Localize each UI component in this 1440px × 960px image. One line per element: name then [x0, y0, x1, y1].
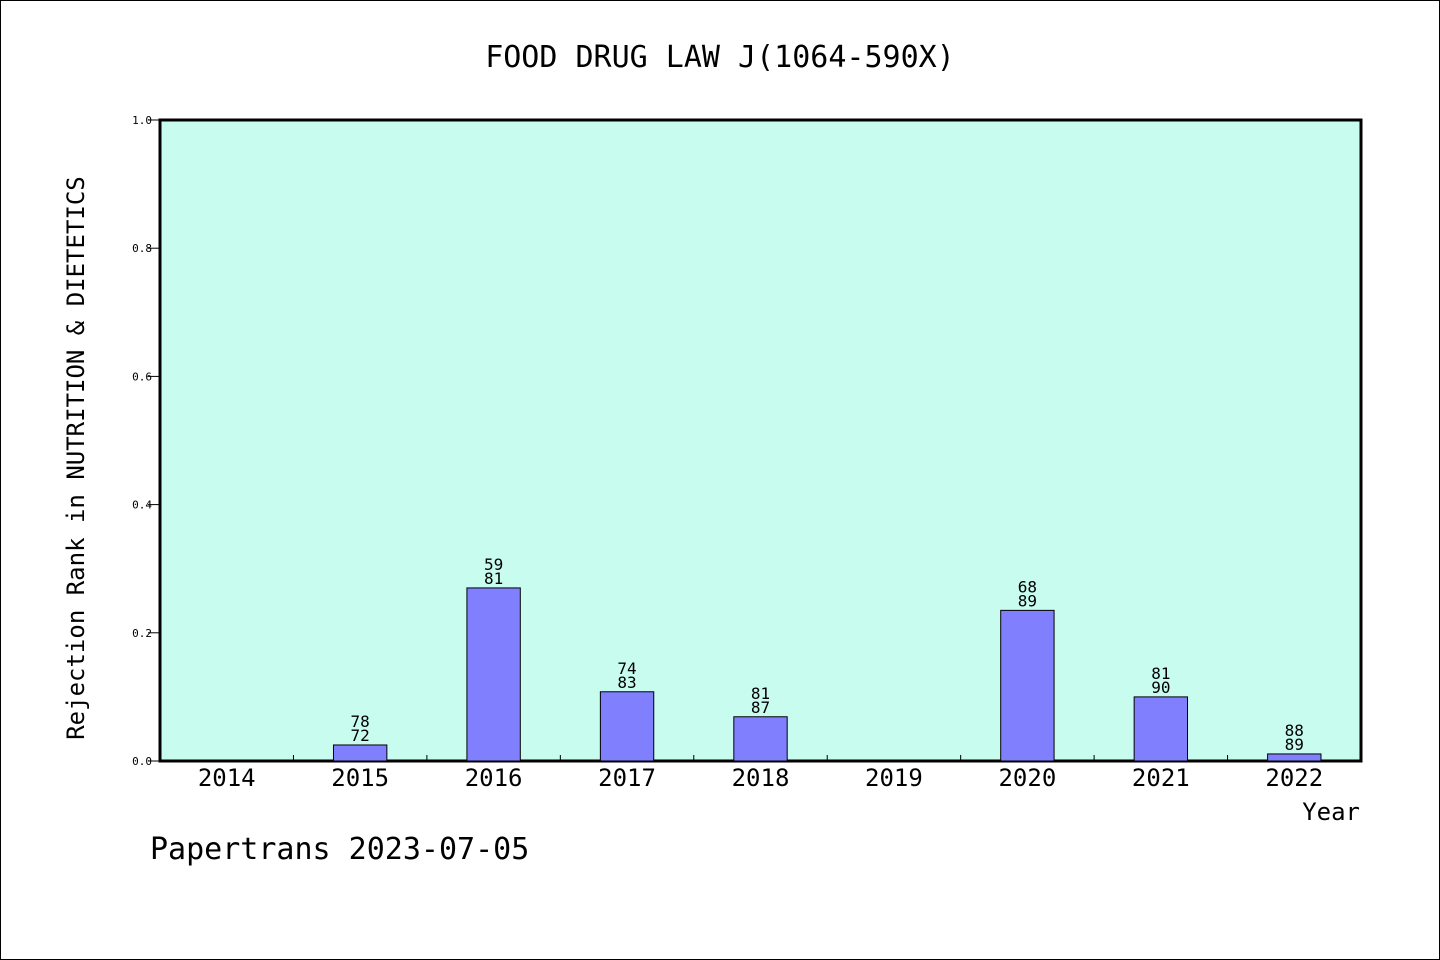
chart-title: FOOD DRUG LAW J(1064-590X): [485, 40, 955, 75]
x-axis-label: Year: [1302, 798, 1360, 826]
y-tick-label: 1.0: [132, 114, 152, 127]
x-tick-label: 2014: [198, 764, 256, 792]
bar-2022: [1267, 753, 1322, 762]
y-axis-label: Rejection Rank in NUTRITION & DIETETICS: [62, 176, 90, 740]
x-tick-label: 2016: [465, 764, 523, 792]
bar-label-lower: 89: [1018, 591, 1037, 610]
bar-label-lower: 89: [1285, 735, 1304, 754]
bar-2018: [733, 716, 788, 762]
y-tick-label: 0.8: [132, 242, 152, 255]
x-tick-label: 2021: [1132, 764, 1190, 792]
bar-label-lower: 83: [617, 673, 636, 692]
footer-credit: Papertrans 2023-07-05: [150, 832, 530, 867]
bar-2015: [332, 744, 388, 762]
bar-label-upper: 74: [617, 659, 636, 678]
y-axis: 0.0 0.2 0.4 0.6 0.8 1.0: [132, 114, 160, 768]
y-tick-label: 0.0: [132, 755, 152, 768]
bar-label-upper: 88: [1285, 721, 1304, 740]
bar-2020: [1000, 609, 1055, 762]
x-tick-label: 2022: [1265, 764, 1323, 792]
bar-label-lower: 87: [751, 698, 770, 717]
x-tick-label: 2019: [865, 764, 923, 792]
x-tick-label: 2015: [331, 764, 389, 792]
y-tick-label: 0.2: [132, 627, 152, 640]
bar-label-upper: 59: [484, 555, 503, 574]
bar-label-upper: 81: [751, 684, 770, 703]
x-tick-label: 2017: [598, 764, 656, 792]
x-tick-label: 2020: [998, 764, 1056, 792]
bar-label-upper: 68: [1018, 577, 1037, 596]
bar-label-lower: 72: [351, 726, 370, 745]
bar-2017: [599, 691, 655, 762]
bar-label-upper: 81: [1151, 664, 1170, 683]
bar-2021: [1133, 696, 1189, 762]
x-axis: 2014 2015 2016 2017 2018 2019 2020 2021 2022: [198, 755, 1323, 792]
y-tick-label: 0.4: [132, 499, 152, 512]
bar-label-upper: 78: [351, 712, 370, 731]
x-tick-label: 2018: [732, 764, 790, 792]
y-tick-label: 0.6: [132, 370, 152, 383]
bar-series: [332, 587, 1322, 762]
bar-label-lower: 90: [1151, 678, 1170, 697]
bar-label-lower: 81: [484, 569, 503, 588]
bar-2016: [466, 587, 521, 762]
plot-area: [158, 118, 1363, 763]
